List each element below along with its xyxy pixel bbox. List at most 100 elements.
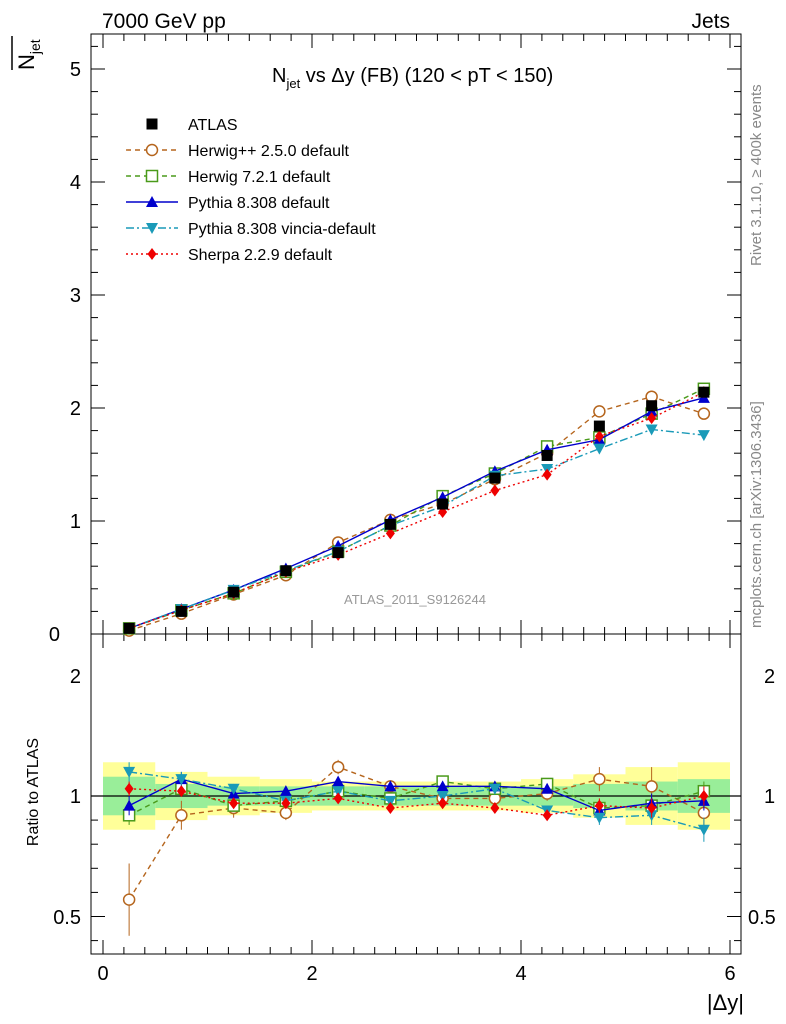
curve-ratio-pythia-8-308-default — [128, 778, 704, 812]
point-top-atlas — [698, 386, 710, 398]
curve-top-pythia-8-308-vincia-default — [128, 428, 704, 630]
y-tick-top-3: 3 — [70, 285, 81, 307]
rivet-label: Rivet 3.1.10, ≥ 400k events — [748, 84, 765, 266]
legend-marker — [145, 143, 159, 157]
point-ratio-pythia-8-308-default — [279, 785, 292, 797]
y-label-top-sub: jet — [27, 39, 43, 55]
point-top-atlas — [489, 472, 501, 484]
y-tick-bottom-2: 2 — [70, 666, 81, 688]
point-ratio-pythia-8-308-vincia-default — [697, 824, 710, 836]
point-top-atlas — [541, 449, 553, 461]
point-top-atlas — [175, 605, 187, 617]
title-sub: jet — [285, 76, 300, 91]
curve-top-herwig-2-5-0-default — [128, 395, 705, 632]
point-top-herwig-2-5-0-default — [593, 405, 606, 418]
y-axis-label-top: Njet — [14, 39, 43, 70]
plot-title: Njet vs Δy (FB) (120 < pT < 150) — [272, 65, 553, 91]
y-tick-bottom-0-5: 0.5 — [53, 907, 81, 929]
point-ratio-sherpa-2-2-9-default — [124, 782, 134, 795]
legend-marker — [146, 118, 158, 130]
title-main: N — [272, 65, 286, 87]
point-ratio-sherpa-2-2-9-default — [385, 802, 395, 815]
point-ratio-pythia-8-308-vincia-default — [227, 783, 240, 795]
point-top-atlas — [384, 518, 396, 530]
y-tick-top-0: 0 — [49, 624, 60, 646]
x-tick-2: 2 — [306, 963, 317, 985]
point-ratio-pythia-8-308-vincia-default — [384, 795, 397, 807]
point-ratio-pythia-8-308-vincia-default — [332, 786, 345, 798]
analysis-watermark: ATLAS_2011_S9126244 — [344, 592, 486, 607]
curve-ratio-herwig-2-5-0-default — [128, 766, 705, 900]
y-tick-top-1: 1 — [70, 511, 81, 533]
legend-marker — [146, 223, 158, 234]
point-ratio-pythia-8-308-vincia-default — [436, 791, 449, 802]
legend-marker — [145, 169, 159, 183]
x-tick-6: 6 — [724, 963, 735, 985]
legend-label: Herwig++ 2.5.0 default — [188, 143, 350, 160]
point-ratio-herwig-2-5-0-default — [593, 772, 606, 786]
point-top-herwig-2-5-0-default — [697, 407, 711, 420]
category-label: Jets — [691, 10, 730, 33]
point-top-atlas — [123, 622, 135, 634]
y-tick-bottom-right-1: 1 — [764, 786, 775, 808]
point-ratio-sherpa-2-2-9-default — [176, 785, 186, 798]
title-rest: vs Δy (FB) (120 < pT < 150) — [300, 65, 553, 87]
x-axis-label: |Δy| — [707, 990, 744, 1015]
y-tick-bottom-right-2: 2 — [764, 666, 775, 688]
point-ratio-sherpa-2-2-9-default — [647, 802, 657, 815]
point-ratio-pythia-8-308-default — [123, 799, 136, 811]
legend-label: Herwig 7.2.1 default — [188, 169, 331, 186]
legend-label: ATLAS — [188, 117, 238, 134]
point-ratio-herwig-2-5-0-default — [331, 760, 345, 774]
y-tick-bottom-1: 1 — [70, 786, 81, 808]
y-tick-top-5: 5 — [70, 59, 81, 81]
point-top-atlas — [280, 565, 292, 577]
y-tick-top-2: 2 — [70, 398, 81, 420]
point-top-sherpa-2-2-9-default — [385, 527, 395, 540]
point-top-atlas — [646, 400, 658, 412]
legend-marker — [146, 196, 158, 207]
point-ratio-herwig-2-5-0-default — [645, 780, 658, 793]
legend-label: Pythia 8.308 vincia-default — [188, 221, 376, 238]
legend-label: Sherpa 2.2.9 default — [188, 247, 333, 264]
point-ratio-sherpa-2-2-9-default — [594, 799, 604, 812]
point-top-atlas — [437, 498, 449, 510]
y-tick-bottom-right-0-5: 0.5 — [748, 907, 776, 929]
point-ratio-pythia-8-308-vincia-default — [593, 812, 606, 824]
y-label-top-main: N — [14, 54, 39, 70]
point-ratio-sherpa-2-2-9-default — [281, 797, 291, 810]
mcplots-label: mcplots.cern.ch [arXiv:1306.3436] — [748, 401, 765, 628]
axis-ticks — [91, 34, 741, 954]
point-top-pythia-8-308-vincia-default — [645, 424, 658, 436]
y-axis-label-bottom: Ratio to ATLAS — [25, 738, 42, 846]
curve-ratio-pythia-8-308-vincia-default — [129, 771, 705, 831]
point-top-atlas — [593, 420, 605, 432]
point-top-sherpa-2-2-9-default — [542, 468, 552, 481]
point-ratio-pythia-8-308-default — [436, 780, 449, 792]
point-top-pythia-8-308-vincia-default — [697, 430, 710, 442]
curve-top-sherpa-2-2-9-default — [128, 391, 705, 630]
x-tick-4: 4 — [515, 963, 526, 985]
point-top-atlas — [332, 547, 344, 559]
mc-curves — [122, 382, 711, 936]
atlas-data-points — [123, 386, 710, 634]
point-top-atlas — [228, 586, 240, 598]
point-ratio-pythia-8-308-default — [541, 782, 554, 794]
point-top-sherpa-2-2-9-default — [647, 412, 657, 425]
point-ratio-sherpa-2-2-9-default — [438, 797, 448, 810]
y-tick-top-4: 4 — [70, 172, 81, 194]
legend: ATLAS Herwig++ 2.5.0 default Herwig 7.2.1 … — [126, 117, 376, 264]
point-top-sherpa-2-2-9-default — [594, 430, 604, 443]
point-ratio-herwig-2-5-0-default — [122, 893, 136, 906]
point-ratio-sherpa-2-2-9-default — [542, 809, 552, 822]
point-ratio-pythia-8-308-vincia-default — [175, 774, 188, 786]
point-ratio-herwig-2-5-0-default — [175, 809, 188, 822]
energy-label: 7000 GeV pp — [102, 10, 226, 33]
x-tick-0: 0 — [97, 963, 108, 985]
legend-label: Pythia 8.308 default — [188, 195, 330, 212]
curve-ratio-herwig-7-2-1-default — [128, 780, 705, 816]
point-top-sherpa-2-2-9-default — [490, 484, 500, 497]
point-ratio-pythia-8-308-default — [384, 780, 397, 792]
point-top-pythia-8-308-vincia-default — [593, 443, 606, 455]
